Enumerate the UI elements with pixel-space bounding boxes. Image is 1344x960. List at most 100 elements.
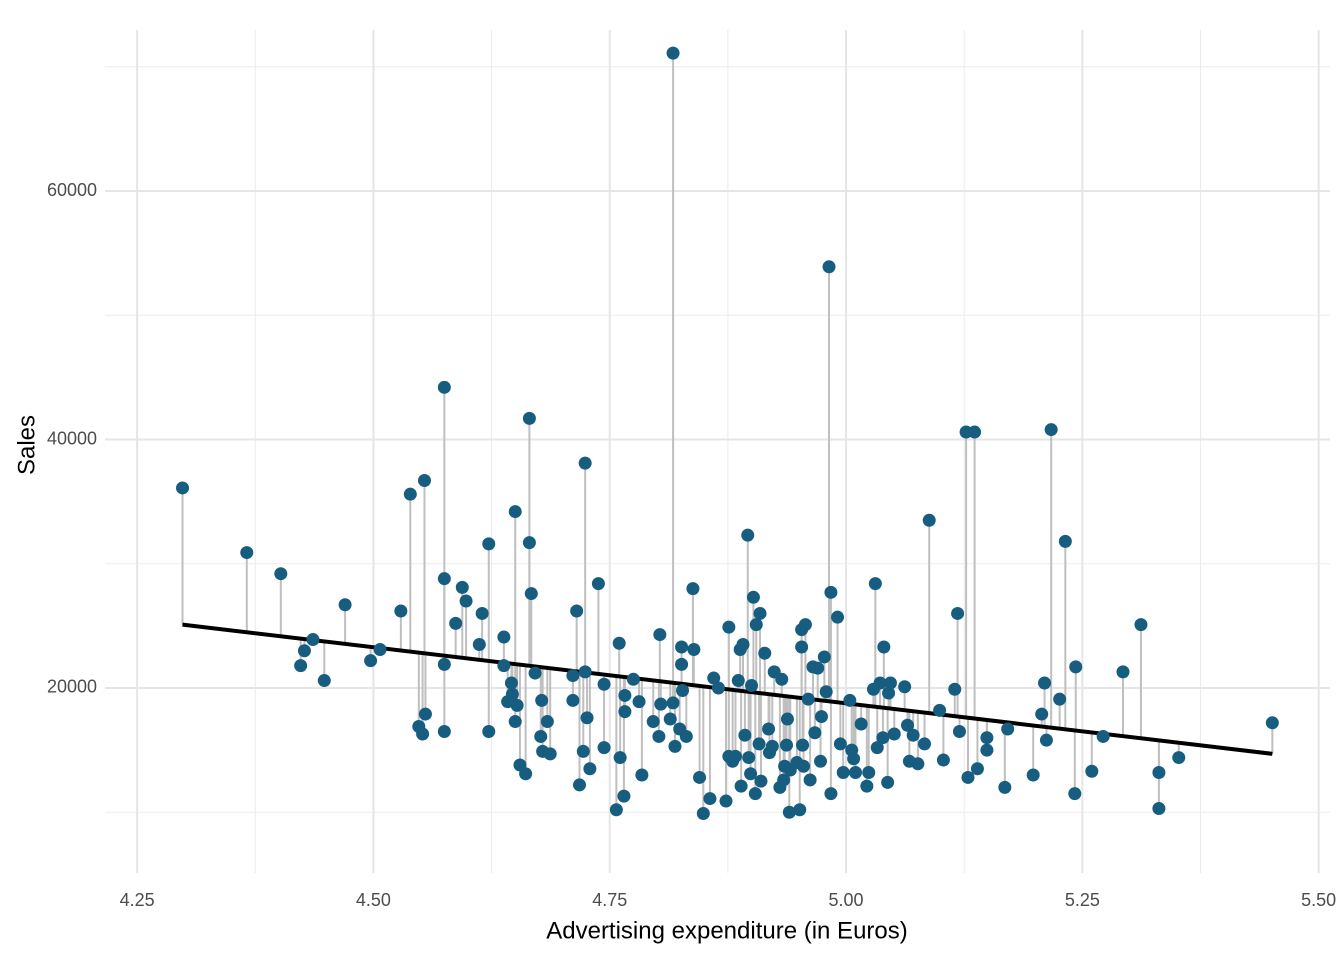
point <box>613 751 627 765</box>
point <box>808 726 822 740</box>
point <box>1038 676 1052 690</box>
point <box>900 718 914 732</box>
point <box>796 738 810 752</box>
point <box>437 724 451 738</box>
point <box>646 715 660 729</box>
point <box>524 587 538 601</box>
point <box>666 696 680 710</box>
x-tick-label: 5.50 <box>1301 890 1336 910</box>
point <box>1069 660 1083 674</box>
point <box>883 676 897 690</box>
point <box>510 698 524 712</box>
point <box>754 774 768 788</box>
point <box>618 688 632 702</box>
point <box>508 505 522 519</box>
y-tick-label: 40000 <box>47 428 97 448</box>
point <box>741 528 755 542</box>
point <box>873 676 887 690</box>
x-tick-label: 5.25 <box>1065 890 1100 910</box>
point <box>868 577 882 591</box>
point <box>728 749 742 763</box>
point <box>576 744 590 758</box>
point <box>719 794 733 808</box>
point <box>437 572 451 586</box>
point <box>666 46 680 60</box>
point <box>475 606 489 620</box>
point <box>707 671 721 685</box>
point <box>364 654 378 668</box>
point <box>566 669 580 683</box>
point <box>540 715 554 729</box>
point <box>176 481 190 495</box>
point <box>437 657 451 671</box>
point <box>780 738 794 752</box>
point <box>911 757 925 771</box>
point <box>922 513 936 527</box>
point <box>765 739 779 753</box>
point <box>968 425 982 439</box>
point <box>508 715 522 729</box>
point <box>1039 733 1053 747</box>
point <box>522 536 536 550</box>
point <box>675 657 689 671</box>
point <box>798 618 812 632</box>
point <box>240 546 254 560</box>
point <box>696 806 710 820</box>
point <box>742 751 756 765</box>
point <box>817 650 831 664</box>
point <box>870 741 884 755</box>
point <box>580 711 594 725</box>
point <box>566 693 580 707</box>
point <box>831 610 845 624</box>
point <box>980 743 994 757</box>
point <box>597 677 611 691</box>
point <box>1152 765 1166 779</box>
point <box>459 594 473 608</box>
point <box>1152 802 1166 816</box>
x-tick-label: 4.50 <box>356 890 391 910</box>
point <box>609 803 623 817</box>
point <box>803 773 817 787</box>
point <box>654 697 668 711</box>
point <box>373 642 387 656</box>
point <box>693 770 707 784</box>
point <box>736 638 750 652</box>
point <box>583 762 597 776</box>
point <box>297 644 311 658</box>
point <box>632 695 646 709</box>
point <box>752 737 766 751</box>
point <box>522 411 536 425</box>
point <box>860 779 874 793</box>
x-tick-label: 5.00 <box>829 890 864 910</box>
point <box>652 729 666 743</box>
point <box>780 712 794 726</box>
point <box>836 765 850 779</box>
point <box>472 638 486 652</box>
point <box>306 633 320 647</box>
y-axis-title: Sales <box>13 415 40 475</box>
point <box>338 598 352 612</box>
point <box>597 741 611 755</box>
point <box>572 778 586 792</box>
point <box>801 692 815 706</box>
point <box>449 616 463 630</box>
point <box>814 754 828 768</box>
point <box>961 770 975 784</box>
point <box>738 728 752 742</box>
point <box>617 789 631 803</box>
point <box>847 752 861 766</box>
point <box>734 779 748 793</box>
point <box>793 803 807 817</box>
point <box>824 787 838 801</box>
point <box>317 674 331 688</box>
point <box>951 606 965 620</box>
point <box>795 640 809 654</box>
point <box>668 739 682 753</box>
point <box>534 729 548 743</box>
point <box>918 737 932 751</box>
point <box>1085 764 1099 778</box>
point <box>1058 534 1072 548</box>
point <box>626 672 640 686</box>
point <box>970 762 984 776</box>
